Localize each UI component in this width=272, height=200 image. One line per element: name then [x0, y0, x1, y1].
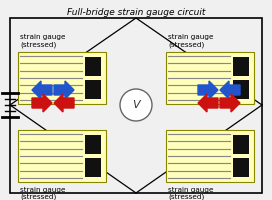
Bar	[18, 52, 106, 104]
Polygon shape	[198, 94, 218, 112]
Bar	[85, 57, 101, 76]
Bar	[233, 80, 249, 99]
Polygon shape	[220, 94, 240, 112]
Polygon shape	[54, 81, 74, 99]
Text: strain gauge
(stressed): strain gauge (stressed)	[20, 187, 66, 200]
Text: V: V	[132, 100, 140, 110]
Polygon shape	[198, 81, 218, 99]
Polygon shape	[32, 81, 52, 99]
Bar	[18, 130, 106, 182]
Text: strain gauge
(stressed): strain gauge (stressed)	[168, 187, 214, 200]
Bar	[85, 158, 101, 177]
Polygon shape	[220, 81, 240, 99]
Bar	[233, 158, 249, 177]
Bar	[10, 18, 262, 193]
Text: Full-bridge strain gauge circuit: Full-bridge strain gauge circuit	[67, 8, 205, 17]
Bar	[85, 80, 101, 99]
Bar	[233, 57, 249, 76]
Bar	[166, 52, 254, 104]
Polygon shape	[32, 94, 52, 112]
Bar	[166, 130, 254, 182]
Bar	[233, 135, 249, 154]
Bar	[85, 135, 101, 154]
Text: strain gauge
(stressed): strain gauge (stressed)	[20, 34, 66, 48]
Text: strain gauge
(stressed): strain gauge (stressed)	[168, 34, 214, 48]
Polygon shape	[54, 94, 74, 112]
Circle shape	[120, 89, 152, 121]
